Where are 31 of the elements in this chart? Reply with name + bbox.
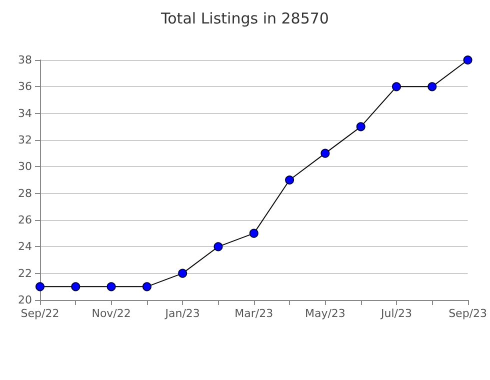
- x-tick-label: May/23: [304, 307, 346, 320]
- point: [214, 242, 223, 252]
- point: [178, 268, 188, 278]
- point: [463, 56, 472, 64]
- y-tick-label: 24: [18, 240, 32, 254]
- point: [249, 228, 258, 238]
- point: [356, 122, 366, 132]
- point: [392, 82, 401, 92]
- point: [142, 282, 152, 292]
- point: [428, 82, 437, 92]
- chart-title: Total Listings in 28570: [160, 10, 329, 28]
- point: [71, 282, 80, 292]
- y-tick-label: 20: [18, 294, 32, 306]
- x-tick-label: Sep/23: [448, 307, 487, 320]
- y-tick-label: 32: [18, 134, 32, 146]
- point: [36, 282, 44, 292]
- point: [106, 282, 116, 292]
- x-tick-label: Jan/23: [164, 307, 200, 320]
- point: [285, 176, 294, 184]
- y-tick-label: 38: [18, 54, 32, 66]
- y-tick-label: 34: [18, 106, 32, 120]
- y-tick-label: 22: [18, 266, 32, 280]
- x-tick-label: Jul/23: [380, 307, 412, 320]
- point: [320, 148, 330, 158]
- x-tick-label: Mar/23: [234, 307, 274, 320]
- x-tick-label: Sep/22: [20, 307, 60, 320]
- x-tick-label: Nov/22: [92, 307, 131, 320]
- y-tick-label: 30: [18, 160, 32, 174]
- y-tick-label: 26: [18, 214, 32, 226]
- y-tick-label: 28: [18, 186, 32, 200]
- y-tick-label: 36: [18, 80, 32, 94]
